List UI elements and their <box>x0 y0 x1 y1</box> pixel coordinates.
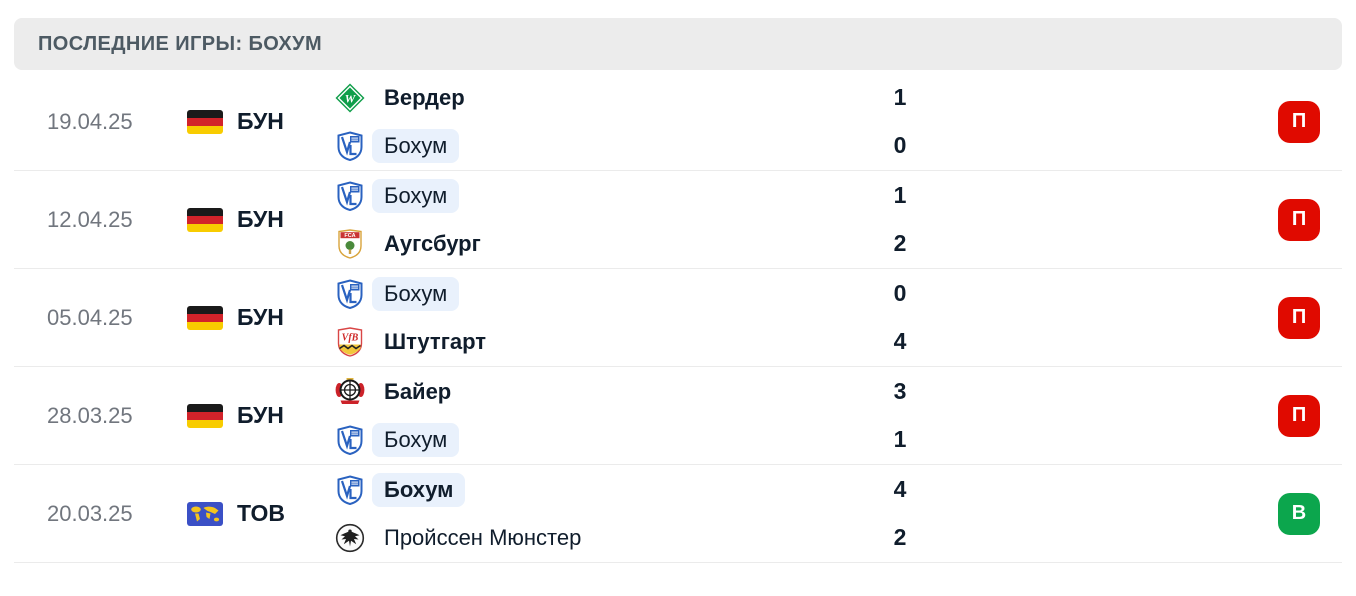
result-badge: П <box>1278 296 1320 339</box>
recent-games-widget: ПОСЛЕДНИЕ ИГРЫ: БОХУМ 19.04.25 БУН W Вер… <box>0 18 1356 596</box>
team-row-home: Байер <box>335 368 865 416</box>
international-flag-icon <box>187 501 223 526</box>
league-cell: БУН <box>187 108 335 135</box>
result-badge: П <box>1278 100 1320 143</box>
teams-cell: Бохум FCA Аугсбург <box>335 172 865 268</box>
score-cell: 3 1 <box>865 368 935 464</box>
league-cell: БУН <box>187 304 335 331</box>
team-row-away: Бохум <box>335 122 865 170</box>
score-cell: 0 4 <box>865 270 935 366</box>
bochum-logo-icon <box>335 130 365 161</box>
bochum-logo-icon <box>335 278 365 309</box>
score-home: 1 <box>893 84 907 110</box>
match-date: 05.04.25 <box>47 304 133 330</box>
team-row-away: VfB Штутгарт <box>335 318 865 366</box>
match-date: 20.03.25 <box>47 500 133 526</box>
result-badge: П <box>1278 394 1320 437</box>
bochum-logo-icon <box>335 474 365 505</box>
league-cell: БУН <box>187 402 335 429</box>
augsburg-logo-icon: FCA <box>335 228 365 259</box>
svg-text:VfB: VfB <box>342 332 359 343</box>
teams-cell: Бохум Пройссен Мюнстер <box>335 466 865 562</box>
team-name: Бохум <box>372 276 460 311</box>
team-name: Пройссен Мюнстер <box>384 524 582 550</box>
team-row-home: Бохум <box>335 270 865 318</box>
teams-cell: Бохум VfB Штутгарт <box>335 270 865 366</box>
teams-cell: W Вердер Бохум <box>335 74 865 170</box>
team-row-home: Бохум <box>335 172 865 220</box>
germany-flag-icon <box>187 207 223 232</box>
team-row-away: Пройссен Мюнстер <box>335 514 865 562</box>
match-list: 19.04.25 БУН W Вердер Боху <box>14 73 1342 563</box>
stuttgart-logo-icon: VfB <box>335 326 365 357</box>
score-cell: 1 2 <box>865 172 935 268</box>
germany-flag-icon <box>187 109 223 134</box>
score-away: 2 <box>893 524 907 550</box>
score-home: 4 <box>893 476 907 502</box>
team-name: Вердер <box>384 84 465 110</box>
teams-cell: Байер Бохум <box>335 368 865 464</box>
score-home: 1 <box>893 182 907 208</box>
team-name: Аугсбург <box>384 230 481 256</box>
league-label: БУН <box>237 206 284 232</box>
league-label: ТОВ <box>237 500 285 526</box>
team-name: Бохум <box>372 128 460 163</box>
match-row[interactable]: 12.04.25 БУН Бохум FCA Ауг <box>14 171 1342 269</box>
score-home: 0 <box>893 280 907 306</box>
score-away: 1 <box>893 426 907 452</box>
score-away: 4 <box>893 328 907 354</box>
result-badge: П <box>1278 198 1320 241</box>
germany-flag-icon <box>187 305 223 330</box>
league-label: БУН <box>237 108 284 134</box>
match-date: 19.04.25 <box>47 108 133 134</box>
team-name: Штутгарт <box>384 328 487 354</box>
match-row[interactable]: 20.03.25 ТОВ Бохум Пройсс <box>14 465 1342 563</box>
league-cell: ТОВ <box>187 500 335 527</box>
section-header: ПОСЛЕДНИЕ ИГРЫ: БОХУМ <box>14 18 1342 70</box>
team-row-away: Бохум <box>335 416 865 464</box>
bochum-logo-icon <box>335 424 365 455</box>
team-row-away: FCA Аугсбург <box>335 220 865 268</box>
preussen-munster-logo-icon <box>335 523 365 553</box>
score-cell: 4 2 <box>865 466 935 562</box>
match-row[interactable]: 05.04.25 БУН Бохум VfB Шту <box>14 269 1342 367</box>
team-name: Бохум <box>372 178 460 213</box>
score-away: 0 <box>893 132 907 158</box>
league-label: БУН <box>237 402 284 428</box>
match-date: 28.03.25 <box>47 402 133 428</box>
result-badge: В <box>1278 492 1320 535</box>
league-cell: БУН <box>187 206 335 233</box>
team-name: Бохум <box>372 472 466 507</box>
league-label: БУН <box>237 304 284 330</box>
team-name: Байер <box>384 378 452 404</box>
svg-text:FCA: FCA <box>344 233 355 239</box>
team-name: Бохум <box>372 422 460 457</box>
germany-flag-icon <box>187 403 223 428</box>
match-row[interactable]: 19.04.25 БУН W Вердер Боху <box>14 73 1342 171</box>
match-row[interactable]: 28.03.25 БУН Байер Бохум <box>14 367 1342 465</box>
score-cell: 1 0 <box>865 74 935 170</box>
score-home: 3 <box>893 378 907 404</box>
bochum-logo-icon <box>335 180 365 211</box>
score-away: 2 <box>893 230 907 256</box>
bayer-logo-icon <box>335 377 365 407</box>
section-title: ПОСЛЕДНИЕ ИГРЫ: БОХУМ <box>38 32 323 55</box>
team-row-home: W Вердер <box>335 74 865 122</box>
team-row-home: Бохум <box>335 466 865 514</box>
werder-logo-icon: W <box>335 83 365 113</box>
svg-text:W: W <box>345 91 357 105</box>
match-date: 12.04.25 <box>47 206 133 232</box>
